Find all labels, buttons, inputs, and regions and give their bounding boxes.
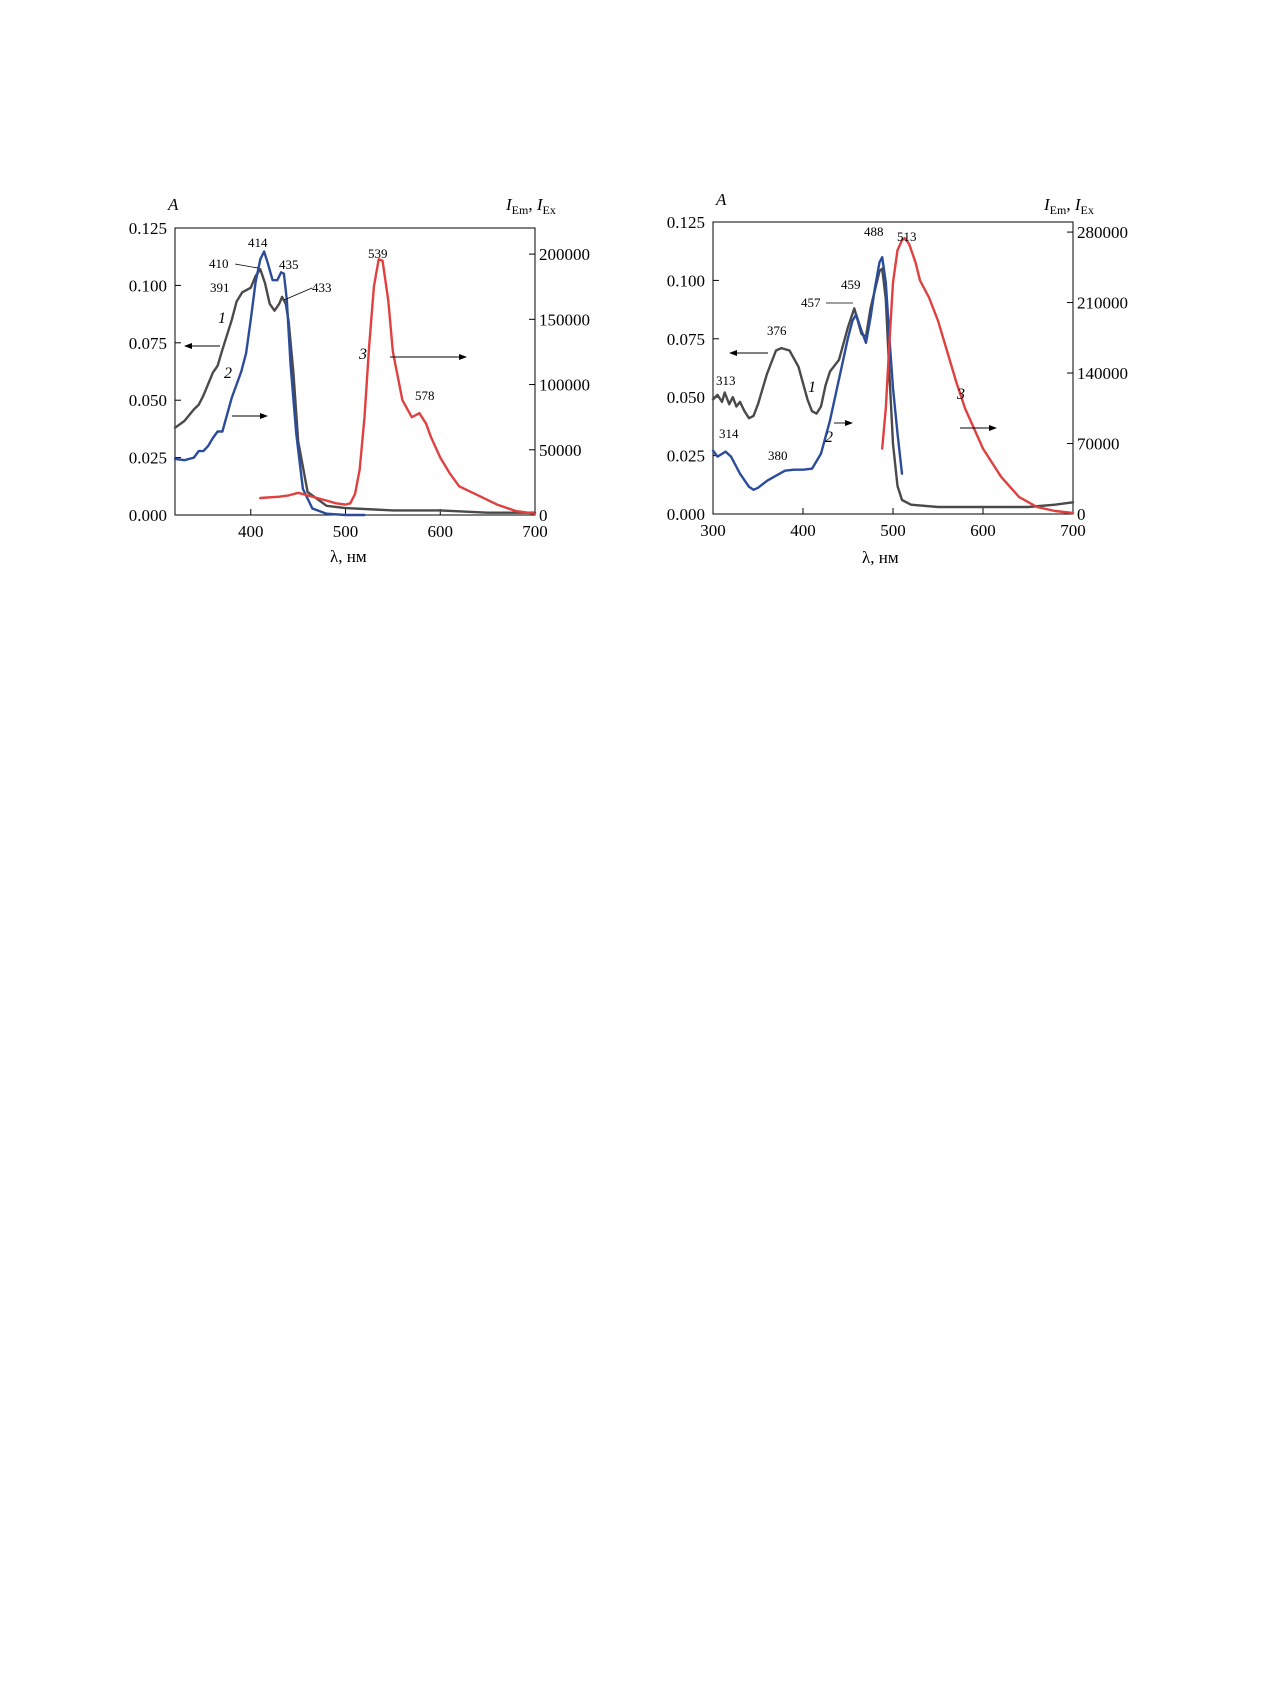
y-left-tick-label-left: 0.125 bbox=[129, 219, 167, 238]
annotation-313-right: 313 bbox=[716, 373, 736, 388]
arrow-curve1-left bbox=[184, 343, 220, 349]
leader-410-left bbox=[234, 263, 259, 269]
y-left-tick-label-left: 0.075 bbox=[129, 334, 167, 353]
annotation-380-right: 380 bbox=[768, 448, 788, 463]
axes-left: 400 500 600 700 0.000 0.025 0.050 0.075 0.100 0.1… bbox=[129, 219, 590, 541]
y-left-tick-label-left: 0.100 bbox=[129, 276, 167, 295]
x-tick-label-left: 700 bbox=[522, 522, 548, 541]
x-tick-label-right: 300 bbox=[700, 521, 726, 540]
y-right-title-right: IEm, IEx bbox=[1043, 195, 1094, 217]
x-title-left: λ, нм bbox=[330, 547, 367, 566]
curve-number-3-right: 3 bbox=[956, 386, 965, 403]
annotation-459-right: 459 bbox=[841, 277, 861, 292]
series-2-line-right bbox=[711, 256, 904, 491]
y-left-tick-label-right: 0.075 bbox=[667, 330, 705, 349]
y-right-tick-label-left: 100000 bbox=[539, 376, 590, 395]
y-left-tick-label-right: 0.125 bbox=[667, 213, 705, 232]
y-right-title-left: IEm, IEx bbox=[505, 195, 556, 217]
curve-number-1-right: 1 bbox=[808, 379, 816, 396]
series-2-line-left bbox=[173, 250, 366, 517]
chart-left: 400 500 600 700 0.000 0.025 0.050 0.075 0.100 0.1… bbox=[129, 195, 590, 566]
annotation-539-left: 539 bbox=[368, 246, 388, 261]
plot-frame-right bbox=[712, 221, 1074, 515]
y-right-tick-label-right: 70000 bbox=[1077, 435, 1120, 454]
y-right-tick-label-right: 280000 bbox=[1077, 223, 1128, 242]
arrow-curve3-right bbox=[960, 425, 997, 431]
arrow-curve2-left bbox=[232, 413, 268, 419]
x-tick-label-right: 600 bbox=[970, 521, 996, 540]
arrow-curve3-left bbox=[390, 354, 467, 360]
y-left-tick-label-right: 0.050 bbox=[667, 388, 705, 407]
chart-right: 300 400 500 600 700 0.000 0.025 0.050 0.075 0.100… bbox=[667, 190, 1128, 567]
y-left-tick-label-left: 0.050 bbox=[129, 391, 167, 410]
x-tick-label-left: 400 bbox=[238, 522, 264, 541]
annotation-488-right: 488 bbox=[864, 224, 884, 239]
curve-number-2-left: 2 bbox=[224, 365, 232, 382]
y-left-tick-label-right: 0.000 bbox=[667, 505, 705, 524]
y-left-tick-label-right: 0.025 bbox=[667, 447, 705, 466]
annotation-314-right: 314 bbox=[719, 426, 739, 441]
x-tick-label-left: 600 bbox=[428, 522, 454, 541]
annotation-457-right: 457 bbox=[801, 295, 821, 310]
annotation-578-left: 578 bbox=[415, 388, 435, 403]
curves-right bbox=[711, 236, 1075, 515]
y-right-tick-label-right: 140000 bbox=[1077, 364, 1128, 383]
series-3-line-right bbox=[881, 236, 1075, 515]
y-right-tick-label-right: 0 bbox=[1077, 505, 1086, 524]
y-right-tick-label-left: 150000 bbox=[539, 310, 590, 329]
x-tick-label-left: 500 bbox=[333, 522, 359, 541]
y-right-tick-label-right: 210000 bbox=[1077, 294, 1128, 313]
axes-right: 300 400 500 600 700 0.000 0.025 0.050 0.075 0.100… bbox=[667, 213, 1128, 540]
y-right-tick-label-left: 0 bbox=[539, 506, 548, 525]
series-1-line-left bbox=[173, 268, 537, 514]
leader-433-left bbox=[283, 287, 313, 301]
annotation-391-left: 391 bbox=[210, 280, 230, 295]
curves-left bbox=[173, 250, 537, 517]
y-left-tick-label-left: 0.025 bbox=[129, 449, 167, 468]
arrow-curve2-right bbox=[834, 420, 853, 426]
x-tick-label-right: 400 bbox=[790, 521, 816, 540]
annotation-435-left: 435 bbox=[279, 257, 299, 272]
x-tick-label-right: 500 bbox=[880, 521, 906, 540]
curve-number-3-left: 3 bbox=[358, 346, 367, 363]
curve-number-2-right: 2 bbox=[825, 429, 833, 446]
y-right-tick-label-left: 50000 bbox=[539, 441, 582, 460]
annotation-414-left: 414 bbox=[248, 235, 268, 250]
annotation-433-left: 433 bbox=[312, 280, 332, 295]
x-title-right: λ, нм bbox=[862, 548, 899, 567]
annotation-513-right: 513 bbox=[897, 229, 917, 244]
y-left-title-left: A bbox=[167, 195, 179, 214]
series-3-line-left bbox=[259, 258, 537, 515]
annotation-410-left: 410 bbox=[209, 256, 229, 271]
arrow-curve1-right bbox=[729, 350, 768, 356]
y-left-tick-label-right: 0.100 bbox=[667, 271, 705, 290]
y-left-title-right: A bbox=[715, 190, 727, 209]
x-tick-label-right: 700 bbox=[1060, 521, 1086, 540]
series-1-line-right bbox=[711, 267, 1075, 509]
curve-number-1-left: 1 bbox=[218, 310, 226, 327]
annotation-376-right: 376 bbox=[767, 323, 787, 338]
y-left-tick-label-left: 0.000 bbox=[129, 506, 167, 525]
y-right-tick-label-left: 200000 bbox=[539, 245, 590, 264]
